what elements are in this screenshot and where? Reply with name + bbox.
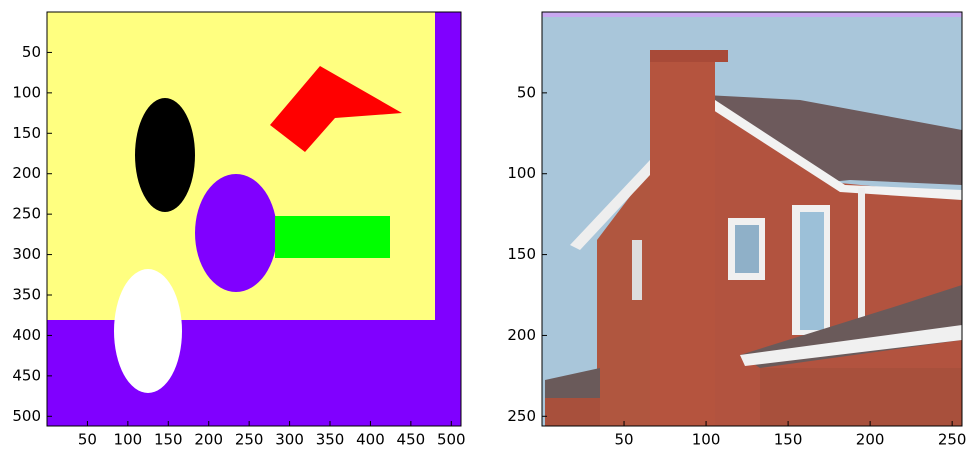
- y-tick-label: 150: [507, 245, 536, 263]
- y-tick-label: 200: [507, 326, 536, 344]
- y-tick-label: 500: [12, 407, 41, 425]
- y-tick-label: 350: [12, 286, 41, 304]
- house-photo: [542, 12, 962, 426]
- y-tick-label: 250: [12, 205, 41, 223]
- y-tick-label: 100: [12, 83, 41, 101]
- x-tick-label: 100: [692, 431, 721, 449]
- x-tick-label: 500: [437, 431, 466, 449]
- y-tick-label: 50: [22, 43, 41, 61]
- synthetic-image: [47, 12, 465, 426]
- x-tick-label: 400: [356, 431, 385, 449]
- y-tick-label: 100: [507, 164, 536, 182]
- x-tick-label: 100: [114, 431, 143, 449]
- figure: 50 100 150 200 250 300 350 400 450 500 50 100 150 200…: [0, 0, 966, 452]
- y-tick-label: 450: [12, 366, 41, 384]
- x-tick-label: 50: [614, 431, 633, 449]
- y-tick-label: 250: [507, 407, 536, 425]
- x-tick-label: 150: [154, 431, 183, 449]
- y-tick-label: 150: [12, 124, 41, 142]
- x-tick-label: 350: [316, 431, 345, 449]
- x-tick-label: 150: [774, 431, 803, 449]
- y-tick-label: 200: [12, 164, 41, 182]
- y-tick-label: 400: [12, 326, 41, 344]
- x-tick-label: 200: [856, 431, 885, 449]
- x-tick-label: 300: [275, 431, 304, 449]
- y-tick-label: 50: [517, 83, 536, 101]
- x-tick-label: 450: [397, 431, 426, 449]
- x-tick-label: 250: [235, 431, 264, 449]
- x-tick-label: 200: [194, 431, 223, 449]
- x-tick-label: 50: [78, 431, 97, 449]
- x-tick-label: 250: [938, 431, 966, 449]
- y-tick-label: 300: [12, 245, 41, 263]
